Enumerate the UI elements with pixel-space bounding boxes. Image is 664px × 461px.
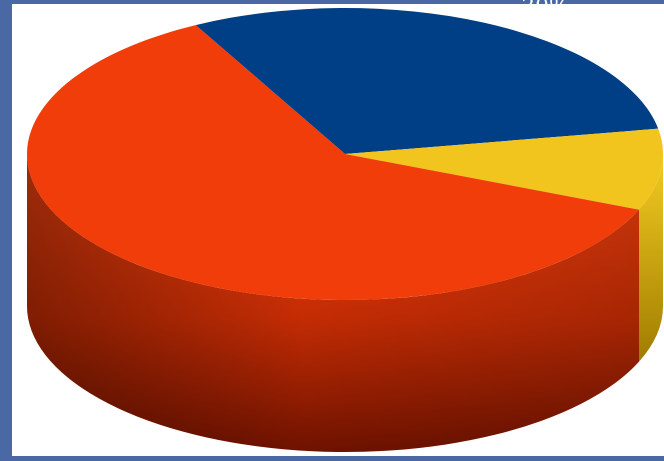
pie-slice-1 <box>345 128 663 210</box>
pie-side-shade <box>27 154 640 452</box>
pie-side-1 <box>639 154 663 362</box>
pie-slice-0 <box>195 8 659 154</box>
data-label-0: 30% <box>521 0 570 20</box>
pie-slice-2 <box>26 25 640 300</box>
